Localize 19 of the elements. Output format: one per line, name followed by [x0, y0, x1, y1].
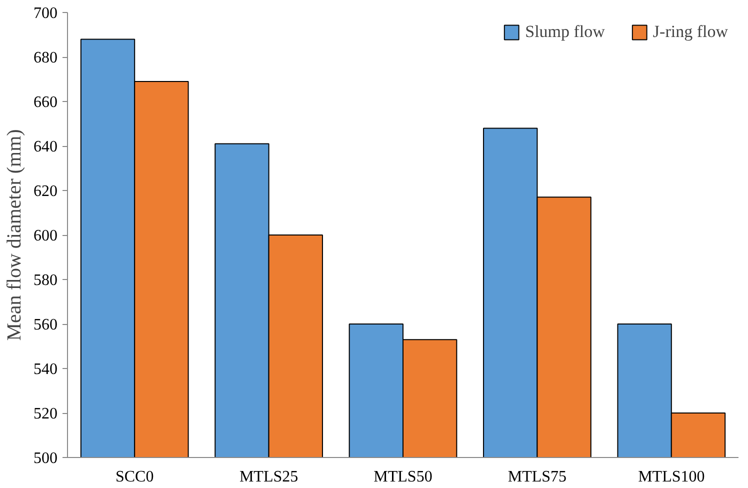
- y-tick-label: 660: [34, 94, 58, 111]
- y-tick-label: 520: [34, 406, 58, 422]
- x-tick-label: MTLS100: [638, 468, 705, 486]
- y-tick-label: 500: [34, 450, 58, 467]
- legend-label: Slump flow: [525, 22, 605, 42]
- y-tick-label: 560: [34, 316, 58, 334]
- y-axis-title: Mean flow diameter (mm): [4, 129, 26, 341]
- y-tick-label: 580: [34, 272, 58, 289]
- y-tick-label: 540: [34, 361, 58, 378]
- legend-label: J-ring flow: [652, 22, 728, 42]
- x-tick-label: MTLS25: [239, 468, 298, 486]
- y-tick-label: 700: [34, 5, 58, 22]
- y-tick-label: 680: [34, 50, 58, 66]
- x-tick-label: SCC0: [115, 468, 154, 486]
- y-tick-label: 640: [34, 138, 58, 156]
- y-tick-label: 600: [34, 228, 58, 244]
- x-tick-label: MTLS75: [508, 468, 567, 486]
- x-tick-label: MTLS50: [374, 468, 432, 486]
- y-tick-label: 620: [34, 183, 58, 200]
